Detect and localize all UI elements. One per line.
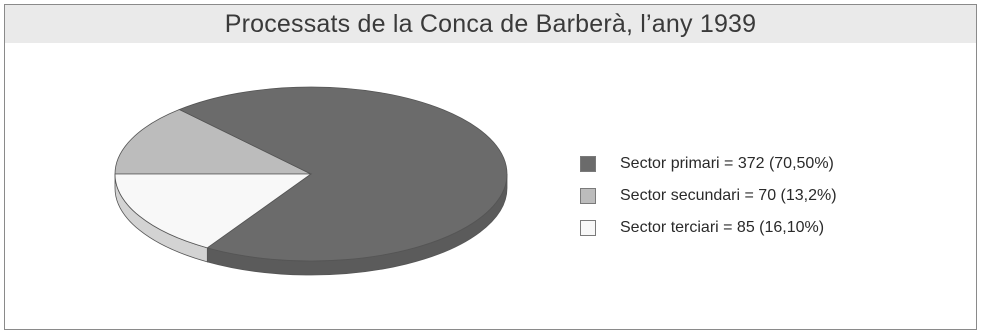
legend-item-terciari: Sector terciari = 85 (16,10%) — [580, 216, 837, 239]
pie-slice-sector-secundari — [114, 109, 312, 175]
legend-swatch-secundari — [580, 187, 596, 204]
legend-label-terciari: Sector terciari = 85 (16,10%) — [620, 218, 825, 236]
chart-frame: Processats de la Conca de Barberà, l’any… — [4, 4, 977, 330]
legend-swatch-primari — [580, 155, 596, 172]
legend: Sector primari = 372 (70,50%) Sector sec… — [580, 152, 837, 248]
legend-label-primari: Sector primari = 372 (70,50%) — [620, 154, 834, 172]
chart-title: Processats de la Conca de Barberà, l’any… — [224, 9, 757, 38]
legend-label-secundari: Sector secundari = 70 (13,2%) — [620, 186, 837, 204]
pie-chart — [114, 86, 508, 276]
pie-slice-sector-terciari — [114, 173, 313, 249]
legend-item-secundari: Sector secundari = 70 (13,2%) — [580, 184, 837, 207]
pie-slice-sector-primari — [178, 86, 508, 262]
chart-title-bar: Processats de la Conca de Barberà, l’any… — [5, 5, 976, 43]
legend-item-primari: Sector primari = 372 (70,50%) — [580, 152, 837, 175]
legend-swatch-terciari — [580, 219, 596, 236]
